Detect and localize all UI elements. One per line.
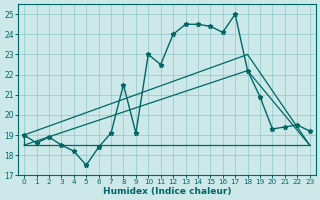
X-axis label: Humidex (Indice chaleur): Humidex (Indice chaleur)	[103, 187, 231, 196]
